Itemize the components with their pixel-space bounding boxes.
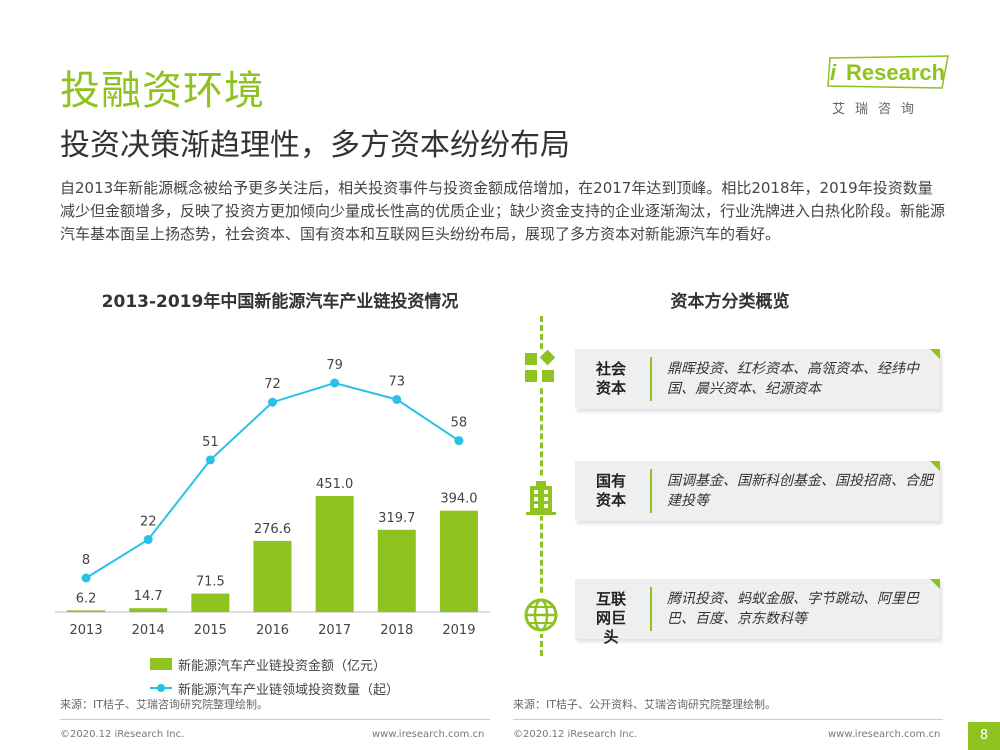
capital-card-internet: 互联网巨头 腾讯投资、蚂蚁金服、字节跳动、阿里巴巴、百度、京东数科等: [575, 579, 940, 646]
line-point-2017: [330, 378, 340, 388]
source-note-right: 来源：IT桔子、公开资料、艾瑞咨询研究院整理绘制。: [513, 698, 776, 711]
line-label-2013: 8: [82, 553, 90, 568]
line-label-2016: 72: [264, 377, 281, 392]
logo-i: i: [830, 60, 837, 85]
bar-label-2014: 14.7: [134, 589, 163, 604]
bar-label-2018: 319.7: [378, 511, 415, 526]
line-point-2019: [454, 436, 464, 446]
footer-copyright-right: ©2020.12 iResearch Inc.: [513, 729, 638, 740]
line-label-2014: 22: [140, 515, 157, 530]
footer-url-right: www.iresearch.com.cn: [828, 729, 941, 740]
globe-icon: [522, 596, 560, 634]
capital-text-social: 鼎晖投资、红杉资本、高瓴资本、经纬中国、晨兴资本、纪源资本: [667, 361, 919, 397]
line-point-2016: [268, 397, 277, 407]
page-title: 投融资环境: [60, 68, 265, 114]
x-tick-2017: 2017: [318, 623, 351, 638]
bar-2017: [315, 496, 354, 612]
bar-2015: [191, 593, 230, 612]
capital-card-state: 国有资本 国调基金、国新科创基金、国投招商、合肥建投等: [575, 461, 940, 521]
line-label-2017: 79: [326, 358, 343, 373]
bar-2018: [377, 529, 416, 612]
chart-title: 2013-2019年中国新能源汽车产业链投资情况: [101, 292, 459, 312]
logo-banner-icon: [827, 55, 949, 89]
x-tick-2019: 2019: [442, 623, 475, 638]
intro-paragraph: 自2013年新能源概念被给予更多关注后，相关投资事件与投资金额成倍增加，在201…: [60, 179, 946, 243]
chart-legend: 新能源汽车产业链投资金额（亿元） 新能源汽车产业链领域投资数量（起）: [150, 652, 399, 700]
iresearch-logo: i Research 艾瑞咨询: [824, 50, 954, 120]
page-number: 8: [968, 722, 1000, 750]
x-tick-2013: 2013: [70, 623, 103, 638]
capital-card-social: 社会资本 鼎晖投资、红杉资本、高瓴资本、经纬中国、晨兴资本、纪源资本: [575, 349, 940, 409]
bar-label-2013: 6.2: [76, 591, 97, 606]
legend-item-count: 新能源汽车产业链领域投资数量（起）: [150, 676, 399, 700]
source-note-left: 来源：IT桔子、艾瑞咨询研究院整理绘制。: [60, 698, 268, 711]
x-tick-2015: 2015: [194, 623, 227, 638]
footer-url-left: www.iresearch.com.cn: [372, 729, 485, 740]
line-label-2015: 51: [202, 435, 219, 450]
card-corner-accent: [930, 349, 940, 359]
line-point-2014: [143, 535, 153, 545]
capital-divider: [650, 357, 652, 401]
bar-2019: [439, 510, 478, 612]
bar-2016: [253, 540, 292, 612]
x-tick-2014: 2014: [132, 623, 165, 638]
legend-label-count: 新能源汽车产业链领域投资数量（起）: [178, 682, 400, 698]
line-point-2018: [392, 394, 402, 404]
x-tick-2018: 2018: [380, 623, 413, 638]
bar-label-2015: 71.5: [196, 575, 225, 590]
blocks-icon: [522, 349, 560, 388]
capital-label-internet: 互联网巨头: [595, 590, 626, 646]
line-label-2019: 58: [451, 416, 468, 431]
x-tick-2016: 2016: [256, 623, 289, 638]
bar-label-2019: 394.0: [440, 492, 477, 507]
building-icon: [522, 478, 560, 516]
legend-label-amount: 新能源汽车产业链投资金额（亿元）: [178, 658, 387, 674]
card-corner-accent: [930, 579, 940, 589]
capital-label-state: 国有资本: [595, 472, 626, 509]
logo-word: Research: [846, 60, 946, 85]
logo-subtitle: 艾瑞咨询: [832, 102, 925, 117]
line-label-2018: 73: [389, 374, 406, 389]
bar-2013: [67, 610, 106, 612]
investment-chart: 6.2 2013 14.7 2014 71.5 2015 276.6 2016 451.0 201…: [55, 358, 490, 638]
capital-divider: [650, 587, 652, 631]
bar-label-2017: 451.0: [316, 477, 353, 492]
legend-bar-swatch: [150, 658, 172, 670]
bar-label-2016: 276.6: [254, 522, 291, 537]
legend-item-amount: 新能源汽车产业链投资金额（亿元）: [150, 652, 399, 676]
legend-line-swatch: [150, 682, 172, 694]
page-subtitle: 投资决策渐趋理性，多方资本纷纷布局: [60, 128, 570, 163]
line-point-2015: [205, 455, 215, 465]
capital-divider: [650, 469, 652, 513]
capital-label-social: 社会资本: [595, 360, 626, 397]
line-point-2013: [81, 573, 91, 583]
capital-text-state: 国调基金、国新科创基金、国投招商、合肥建投等: [667, 473, 933, 509]
bar-2014: [129, 608, 168, 612]
card-corner-accent: [930, 461, 940, 471]
footer-rule-left: [60, 719, 490, 720]
capital-section-title: 资本方分类概览: [670, 292, 790, 312]
capital-text-internet: 腾讯投资、蚂蚁金服、字节跳动、阿里巴巴、百度、京东数科等: [667, 591, 919, 627]
footer-copyright-left: ©2020.12 iResearch Inc.: [60, 729, 185, 740]
footer-rule-right: [513, 719, 943, 720]
